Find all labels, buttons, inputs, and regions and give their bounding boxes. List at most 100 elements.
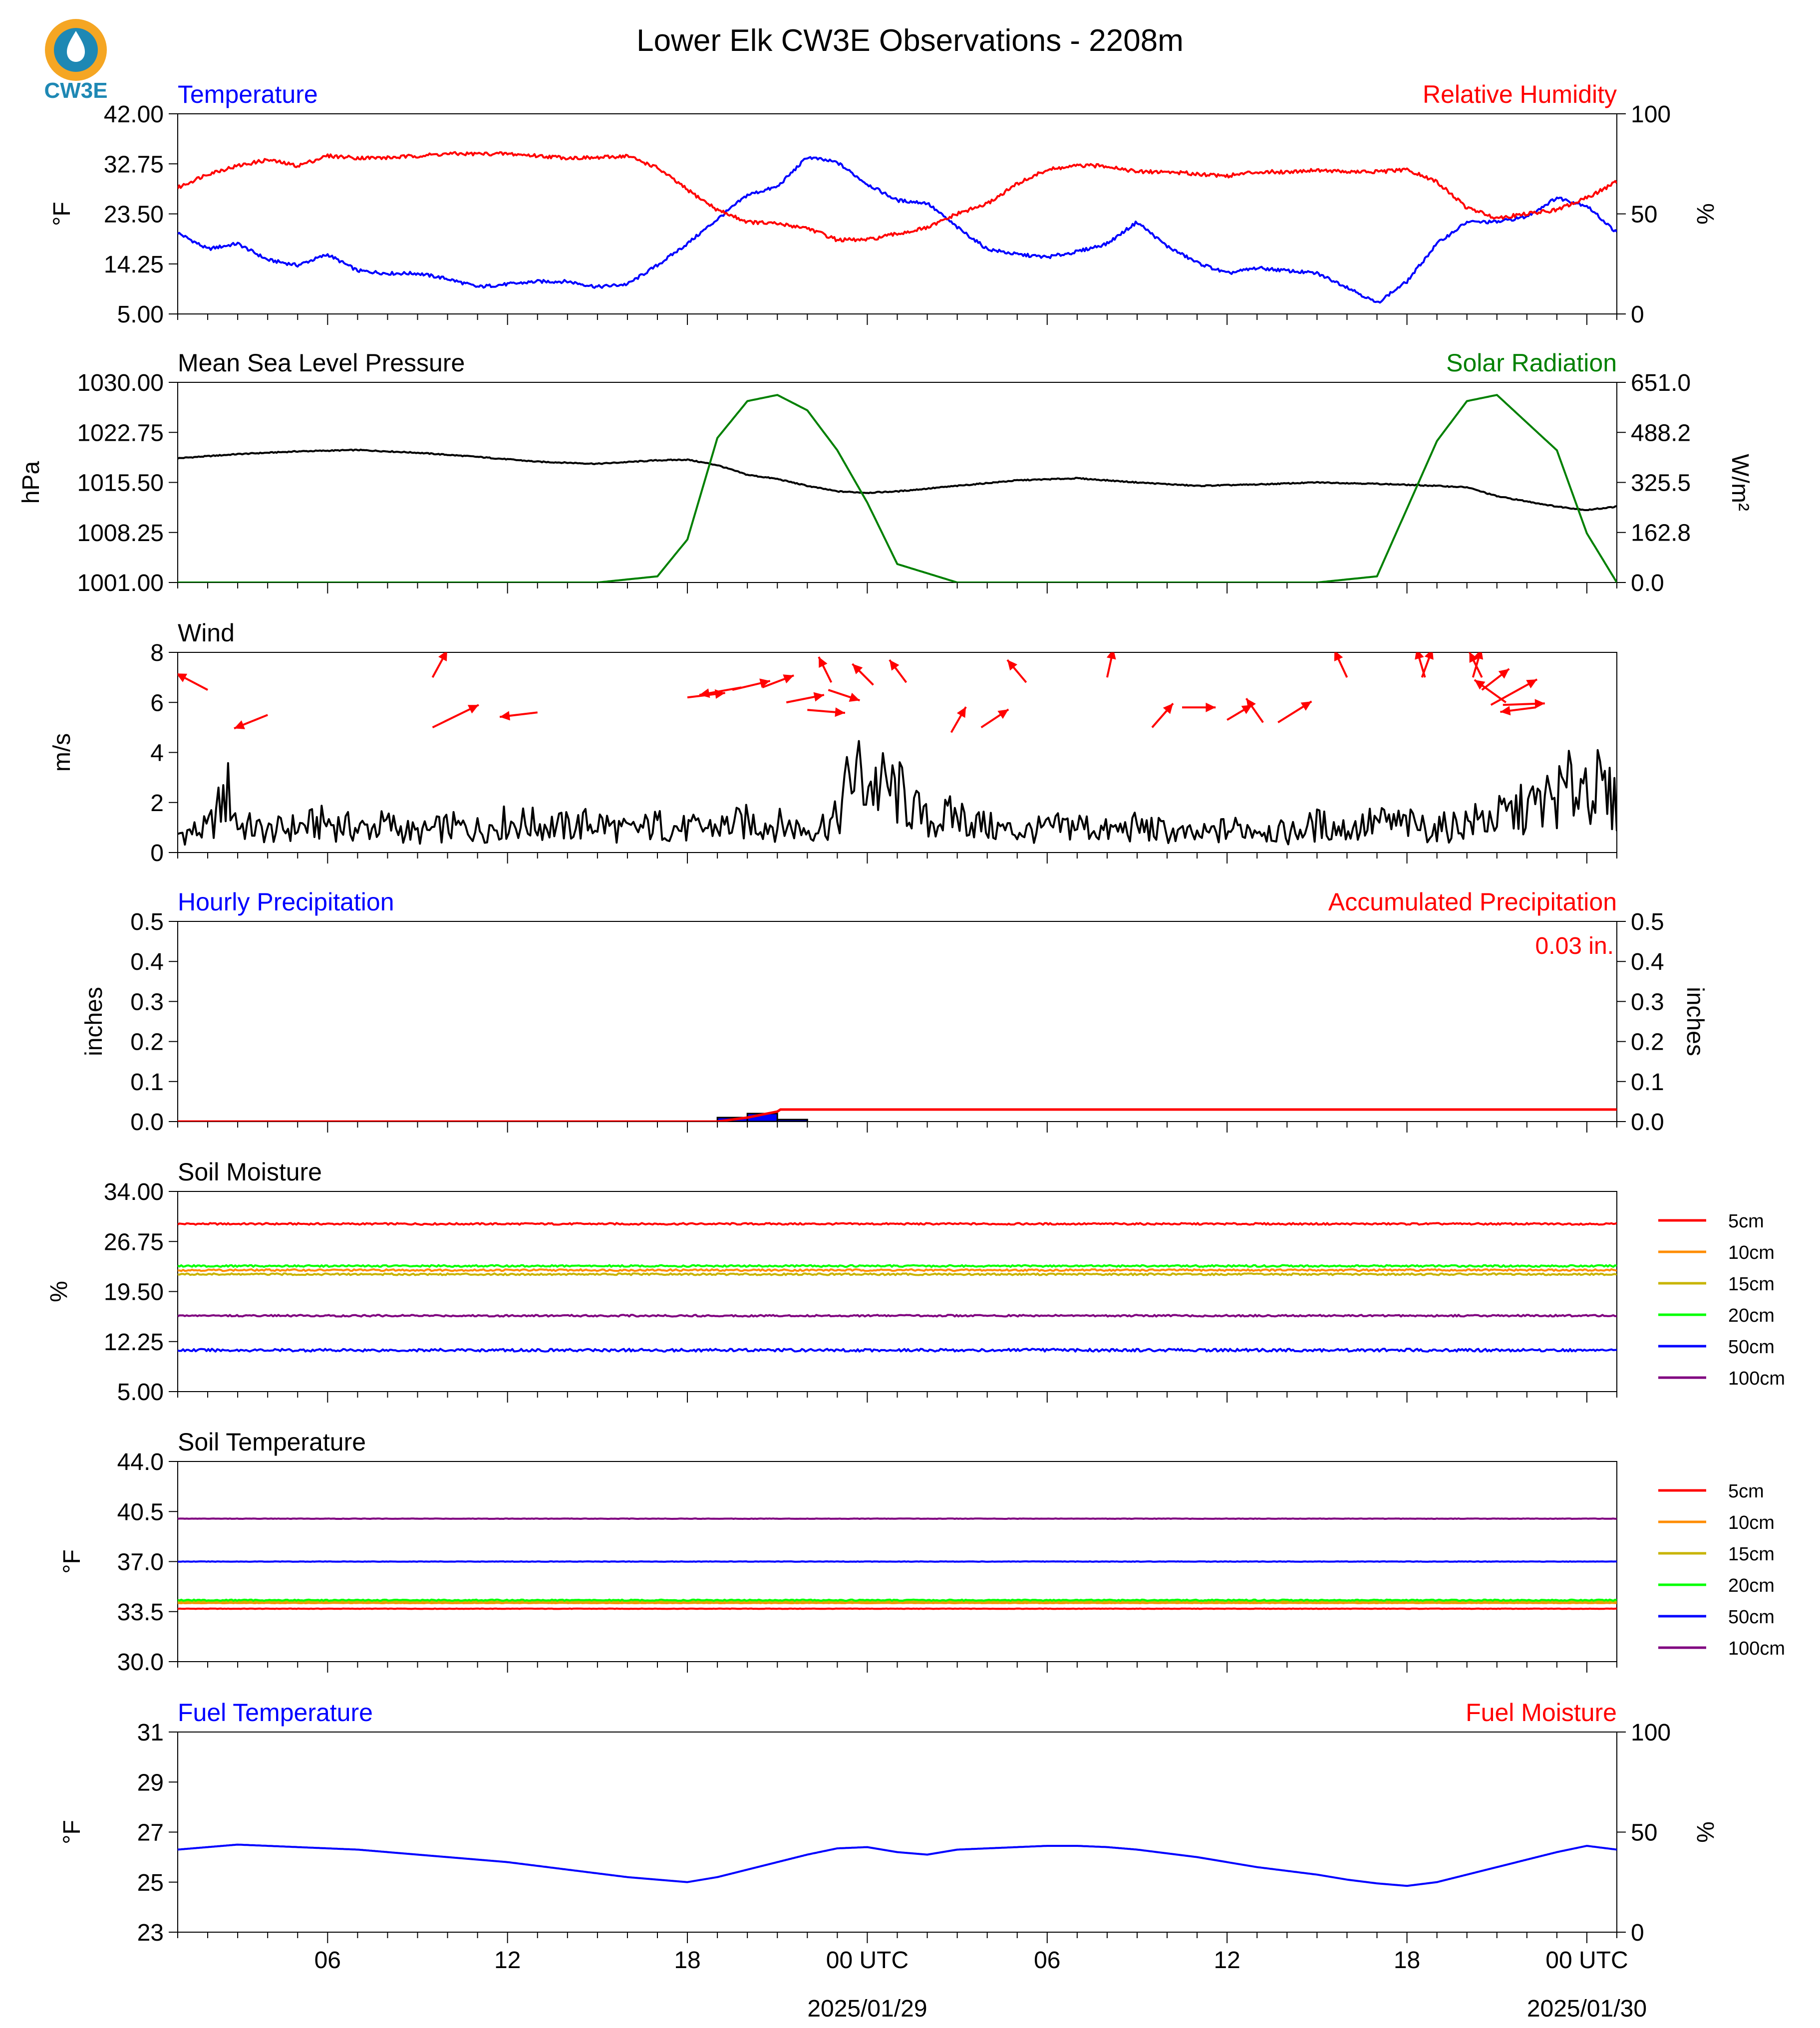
legend-label: 100cm xyxy=(1728,1368,1785,1389)
x-tick-label: 18 xyxy=(1394,1947,1420,1974)
panel-title-right: Solar Radiation xyxy=(1446,349,1617,377)
y-axis-label-left: % xyxy=(46,1281,72,1302)
plot-area xyxy=(178,151,1617,304)
wind-arrow-head xyxy=(467,705,479,714)
legend-label: 100cm xyxy=(1728,1638,1785,1659)
accumulated-total-label: 0.03 in. xyxy=(1535,933,1614,959)
legend-label: 10cm xyxy=(1728,1242,1775,1263)
y-tick-label-right: 0.3 xyxy=(1631,989,1664,1015)
series-line-15cm xyxy=(178,1272,1617,1276)
wind-arrow-head xyxy=(1334,652,1343,661)
y-tick-label-left: 2 xyxy=(150,790,164,817)
legend-label: 5cm xyxy=(1728,1481,1764,1502)
y-tick-label-left: 0.5 xyxy=(130,909,164,935)
wind-arrow-head xyxy=(1415,652,1424,660)
y-axis-label-left: hPa xyxy=(18,461,44,504)
panel-1: Mean Sea Level Pressure Solar Radiation 10… xyxy=(18,349,1753,596)
y-tick-label-left: 40.5 xyxy=(117,1499,164,1525)
wind-arrow-head xyxy=(1106,652,1116,660)
series-line-solar-radiation xyxy=(178,394,1617,582)
wind-arrow-head xyxy=(889,660,900,671)
y-tick-label-left: 4 xyxy=(150,740,164,767)
series-line-100cm xyxy=(178,1314,1617,1318)
x-tick-label: 00 UTC xyxy=(1545,1947,1628,1974)
y-tick-label-right: 325.5 xyxy=(1631,470,1691,497)
legend-label: 15cm xyxy=(1728,1274,1775,1295)
wind-arrow-head xyxy=(1300,701,1312,711)
panel-6: Fuel Temperature Fuel Moisture 23 25 27 29 31 °… xyxy=(59,1699,1718,1946)
plot-area xyxy=(178,1108,1617,1122)
series-line-15cm xyxy=(178,1600,1617,1603)
plot-area xyxy=(178,1517,1617,1610)
y-axis-label-right: % xyxy=(1692,203,1718,225)
panel-title-right: Fuel Moisture xyxy=(1466,1699,1617,1727)
wind-arrow-head xyxy=(1534,699,1545,709)
y-tick-label-left: 42.00 xyxy=(104,101,164,128)
wind-arrow-head xyxy=(234,720,245,729)
logo-text: CW3E xyxy=(44,78,107,103)
series-line-accumulated-precipitation xyxy=(178,1108,1617,1122)
y-axis-label-left: m/s xyxy=(49,733,75,772)
legend-label: 10cm xyxy=(1728,1512,1775,1533)
plot-area xyxy=(178,652,1617,846)
panel-title-left: Mean Sea Level Pressure xyxy=(178,349,465,377)
wind-arrow-head xyxy=(783,674,794,684)
y-tick-label-left: 25 xyxy=(137,1870,164,1896)
y-tick-label-left: 26.75 xyxy=(104,1229,164,1255)
panel-4: Soil Moisture 5.00 12.25 19.50 26.75 34.00% 5c… xyxy=(46,1158,1785,1406)
date-label-0: 2025/01/29 xyxy=(807,1996,927,2022)
wind-arrow-head xyxy=(500,711,510,721)
logo-drop-icon xyxy=(67,31,85,62)
x-tick-label: 00 UTC xyxy=(826,1947,909,1974)
wind-arrow-head xyxy=(1498,669,1510,679)
y-tick-label-left: 33.5 xyxy=(117,1599,164,1626)
y-tick-label-left: 29 xyxy=(137,1769,164,1796)
panel-3: Hourly Precipitation Accumulated Precipit… xyxy=(81,888,1708,1136)
series-line-relative-humidity xyxy=(178,151,1617,243)
y-tick-label-right: 488.2 xyxy=(1631,420,1691,446)
panels: Temperature Relative Humidity 5.00 14.25 23.… xyxy=(18,80,1785,1974)
series-line-5cm xyxy=(178,1222,1617,1226)
y-tick-label-left: 32.75 xyxy=(104,151,164,178)
y-axis-label-right: % xyxy=(1692,1821,1718,1843)
panel-2: Wind 0 2 4 6 8 m/s xyxy=(49,619,1617,867)
wind-arrow-head xyxy=(1474,652,1484,660)
y-tick-label-left: 1022.75 xyxy=(77,420,164,446)
y-tick-label-right: 0.1 xyxy=(1631,1069,1664,1096)
y-tick-label-left: 5.00 xyxy=(117,301,164,328)
y-tick-label-left: 31 xyxy=(137,1720,164,1746)
date-labels: 2025/01/29 2025/01/30 xyxy=(807,1996,1647,2022)
wind-arrow-head xyxy=(1469,652,1478,663)
y-tick-label-right: 0.2 xyxy=(1631,1029,1664,1056)
y-tick-label-left: 6 xyxy=(150,690,164,716)
wind-arrow-head xyxy=(1163,703,1174,714)
x-tick-label: 12 xyxy=(1213,1947,1240,1974)
y-tick-label-right: 0.0 xyxy=(1631,570,1664,596)
y-tick-label-right: 0 xyxy=(1631,1920,1644,1946)
x-tick-label: 12 xyxy=(494,1947,521,1974)
panel-title-left: Wind xyxy=(178,619,235,647)
y-tick-label-right: 100 xyxy=(1631,1720,1671,1746)
wind-arrow-head xyxy=(438,652,447,661)
wind-arrow-head xyxy=(1500,706,1511,716)
y-tick-label-right: 162.8 xyxy=(1631,520,1691,547)
x-tick-label: 18 xyxy=(674,1947,700,1974)
y-tick-label-left: 1001.00 xyxy=(77,570,164,596)
legend: 5cm 10cm 15cm 20cm 50cm 100cm xyxy=(1658,1481,1785,1659)
y-tick-label-right: 651.0 xyxy=(1631,370,1691,396)
y-tick-label-left: 30.0 xyxy=(117,1649,164,1676)
y-tick-label-left: 19.50 xyxy=(104,1279,164,1306)
wind-arrow-head xyxy=(852,664,863,674)
panel-title-right: Accumulated Precipitation xyxy=(1328,888,1617,916)
wind-arrow-head xyxy=(759,678,770,688)
figure-title: Lower Elk CW3E Observations - 2208m xyxy=(636,23,1184,58)
y-tick-label-right: 100 xyxy=(1631,101,1671,128)
wind-arrow-head xyxy=(997,709,1009,719)
series-line-temperature xyxy=(178,156,1617,304)
x-tick-label: 06 xyxy=(1034,1947,1060,1974)
y-tick-label-right: 0.0 xyxy=(1631,1109,1664,1136)
series-line-50cm xyxy=(178,1560,1617,1563)
plot-area xyxy=(178,1843,1617,1887)
y-tick-label-left: 1015.50 xyxy=(77,470,164,497)
wind-arrow-head xyxy=(1474,680,1486,690)
